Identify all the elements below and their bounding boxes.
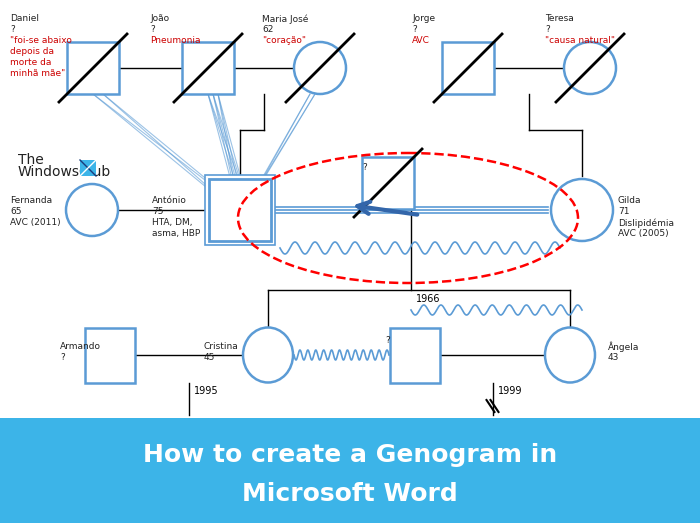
Bar bbox=[80, 160, 96, 176]
Text: Fernanda: Fernanda bbox=[10, 196, 52, 205]
Text: Microsoft Word: Microsoft Word bbox=[242, 482, 458, 506]
Text: Jorge: Jorge bbox=[412, 14, 435, 23]
Text: "foi-se abaixo: "foi-se abaixo bbox=[10, 36, 72, 45]
Text: depois da: depois da bbox=[10, 47, 54, 56]
Text: Pneumonia: Pneumonia bbox=[150, 36, 200, 45]
Text: "causa natural": "causa natural" bbox=[545, 36, 615, 45]
Text: minhã mãe": minhã mãe" bbox=[10, 69, 65, 78]
Text: Gilda: Gilda bbox=[618, 196, 641, 205]
Bar bbox=[67, 42, 119, 94]
Bar bbox=[85, 327, 135, 382]
Text: WindowsClub: WindowsClub bbox=[18, 165, 111, 179]
Text: ?: ? bbox=[150, 25, 155, 34]
Text: Dislipidémia: Dislipidémia bbox=[618, 218, 674, 228]
Bar bbox=[209, 179, 271, 241]
Text: Ângela: Ângela bbox=[608, 342, 639, 353]
Text: 45: 45 bbox=[204, 353, 216, 362]
Text: asma, HBP: asma, HBP bbox=[152, 229, 200, 238]
Bar bbox=[362, 157, 414, 209]
Text: 43: 43 bbox=[608, 353, 620, 362]
Bar bbox=[442, 42, 494, 94]
Text: 1966: 1966 bbox=[416, 294, 440, 304]
Text: AVC (2011): AVC (2011) bbox=[10, 218, 61, 227]
Text: 71: 71 bbox=[618, 207, 629, 216]
Text: ?: ? bbox=[545, 25, 550, 34]
Text: João: João bbox=[150, 14, 169, 23]
Ellipse shape bbox=[294, 42, 346, 94]
Text: HTA, DM,: HTA, DM, bbox=[152, 218, 193, 227]
Text: "coração": "coração" bbox=[262, 36, 306, 45]
Text: António: António bbox=[152, 196, 187, 205]
Ellipse shape bbox=[564, 42, 616, 94]
Text: The: The bbox=[18, 153, 43, 167]
Bar bbox=[390, 327, 440, 382]
Bar bbox=[182, 42, 234, 94]
Text: Daniel: Daniel bbox=[10, 14, 39, 23]
Text: How to create a Genogram in: How to create a Genogram in bbox=[143, 443, 557, 467]
Bar bbox=[0, 418, 700, 523]
Text: 1995: 1995 bbox=[194, 386, 218, 396]
Text: AVC: AVC bbox=[412, 36, 430, 45]
Text: 62: 62 bbox=[262, 25, 274, 34]
Ellipse shape bbox=[243, 327, 293, 382]
Bar bbox=[205, 175, 275, 245]
Text: ?: ? bbox=[362, 163, 367, 172]
Ellipse shape bbox=[551, 179, 613, 241]
Text: Maria José: Maria José bbox=[262, 14, 309, 24]
Text: AVC (2005): AVC (2005) bbox=[618, 229, 668, 238]
Text: ?: ? bbox=[385, 336, 390, 345]
Text: ?: ? bbox=[412, 25, 416, 34]
Text: ?: ? bbox=[60, 353, 64, 362]
Text: 75: 75 bbox=[152, 207, 164, 216]
Text: Teresa: Teresa bbox=[545, 14, 574, 23]
Text: ?: ? bbox=[10, 25, 15, 34]
Ellipse shape bbox=[545, 327, 595, 382]
Text: 1999: 1999 bbox=[498, 386, 522, 396]
Text: Cristina: Cristina bbox=[204, 342, 239, 351]
Text: 65: 65 bbox=[10, 207, 22, 216]
Text: Armando: Armando bbox=[60, 342, 101, 351]
Ellipse shape bbox=[66, 184, 118, 236]
Text: morte da: morte da bbox=[10, 58, 51, 67]
